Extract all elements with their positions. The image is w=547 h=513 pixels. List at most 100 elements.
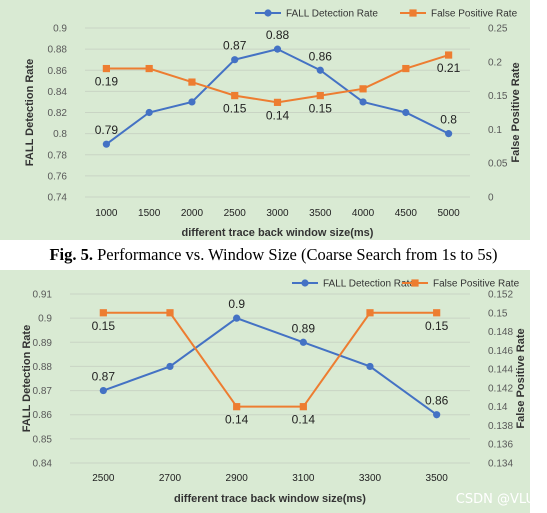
x-tick-label: 2700 (159, 473, 182, 484)
data-point (273, 45, 282, 53)
series-line-false-positive (103, 311, 437, 408)
data-point (166, 309, 174, 317)
data-label: 0.88 (266, 28, 290, 42)
data-point (233, 403, 241, 411)
data-point (273, 98, 282, 106)
data-point (445, 51, 453, 59)
x-axis-title: different trace back window size(ms) (182, 227, 374, 239)
y-right-tick-label: 0.15 (488, 91, 508, 102)
data-label: 0.89 (292, 321, 316, 335)
y-right-tick-label: 0.05 (488, 159, 508, 170)
y-left-tick-label: 0.84 (33, 459, 53, 470)
caption-text: Performance vs. Window Size (Coarse Sear… (92, 245, 498, 264)
data-point (402, 64, 410, 73)
legend-marker (411, 279, 419, 287)
y-right-tick-label: 0.134 (488, 459, 513, 470)
data-label: 0.15 (425, 319, 449, 333)
data-point (316, 66, 324, 74)
y-right-tick-label: 0.1 (488, 125, 502, 136)
y-right-tick-label: 0.138 (488, 421, 513, 432)
data-point (359, 98, 367, 106)
data-point (233, 314, 241, 322)
y-right-axis-title: False Positive Rate (515, 328, 527, 428)
data-point (231, 56, 239, 64)
data-point (102, 140, 110, 148)
watermark: CSDN @VLU (455, 492, 535, 507)
x-tick-label: 4000 (352, 208, 375, 219)
y-left-tick-label: 0.84 (48, 87, 68, 98)
data-label: 0.87 (223, 39, 247, 53)
x-tick-label: 2000 (181, 208, 204, 219)
data-label: 0.87 (92, 370, 116, 384)
y-right-tick-label: 0.25 (488, 24, 508, 35)
x-tick-label: 3500 (426, 473, 449, 484)
data-point (299, 403, 307, 411)
legend-label: False Positive Rate (431, 9, 518, 20)
data-label: 0.9 (228, 297, 245, 311)
data-label: 0.19 (95, 75, 119, 89)
data-point (445, 130, 453, 138)
x-tick-label: 2900 (226, 473, 249, 484)
legend-label: FALL Detection Rate (286, 9, 378, 20)
data-point (188, 78, 196, 86)
y-left-tick-label: 0.89 (33, 338, 53, 349)
data-label: 0.21 (437, 61, 461, 75)
y-left-tick-label: 0.86 (48, 66, 68, 77)
data-label: 0.15 (223, 102, 247, 116)
x-tick-label: 3100 (292, 473, 315, 484)
y-right-tick-label: 0.152 (488, 290, 513, 301)
y-right-tick-label: 0.148 (488, 327, 513, 338)
caption-label: Fig. 5. (49, 245, 93, 264)
x-tick-label: 3500 (309, 208, 332, 219)
legend-marker (301, 279, 309, 287)
y-right-tick-label: 0.142 (488, 383, 513, 394)
chart-background (0, 0, 530, 240)
data-point (359, 85, 367, 93)
x-tick-label: 3300 (359, 473, 382, 484)
y-left-tick-label: 0.85 (33, 434, 53, 445)
y-right-tick-label: 0 (488, 193, 494, 204)
data-point (102, 64, 110, 73)
y-left-tick-label: 0.91 (33, 290, 53, 301)
data-label: 0.86 (309, 49, 333, 63)
y-left-axis-title: FALL Detection Rate (24, 59, 36, 166)
legend-marker (264, 9, 272, 17)
y-left-tick-label: 0.9 (38, 314, 52, 325)
chart-bottom: 0.84 0.85 0.86 0.87 0.88 0.89 0.9 0.91 0.134 0.13… (0, 270, 530, 513)
figure-caption: Fig. 5. Performance vs. Window Size (Coa… (0, 245, 547, 265)
data-point (433, 309, 441, 317)
data-point (433, 411, 441, 419)
y-left-tick-label: 0.82 (48, 108, 68, 119)
legend-label: FALL Detection Rate (323, 279, 415, 290)
data-label: 0.14 (225, 413, 249, 427)
data-point (145, 64, 153, 73)
y-left-tick-label: 0.76 (48, 171, 68, 182)
y-left-tick-label: 0.74 (48, 193, 68, 204)
x-axis-title: different trace back window size(ms) (174, 493, 366, 505)
data-label: 0.15 (309, 102, 333, 116)
y-left-tick-label: 0.78 (48, 150, 68, 161)
x-tick-label: 1000 (95, 208, 118, 219)
data-label: 0.15 (92, 319, 116, 333)
y-left-tick-label: 0.88 (48, 45, 68, 56)
y-right-tick-label: 0.144 (488, 365, 513, 376)
data-point (402, 108, 410, 117)
x-tick-label: 1500 (138, 208, 161, 219)
series-line-detection (102, 317, 438, 416)
data-label: 0.14 (266, 108, 290, 122)
data-point (99, 309, 107, 317)
y-left-axis-title: FALL Detection Rate (21, 325, 33, 432)
y-right-tick-label: 0.14 (488, 402, 508, 413)
data-point (231, 92, 239, 100)
y-right-tick-label: 0.146 (488, 346, 513, 357)
x-tick-label: 2500 (224, 208, 247, 219)
data-label: 0.14 (292, 413, 316, 427)
chart-top: 0.74 0.76 0.78 0.8 0.82 0.84 0.86 0.88 0.9 0 0.05 0… (0, 0, 530, 240)
data-label: 0.79 (95, 123, 119, 137)
data-label: 0.8 (440, 113, 457, 127)
y-right-tick-label: 0.2 (488, 57, 502, 68)
data-point (145, 108, 153, 117)
data-point (366, 309, 374, 317)
y-left-tick-label: 0.8 (53, 129, 67, 140)
